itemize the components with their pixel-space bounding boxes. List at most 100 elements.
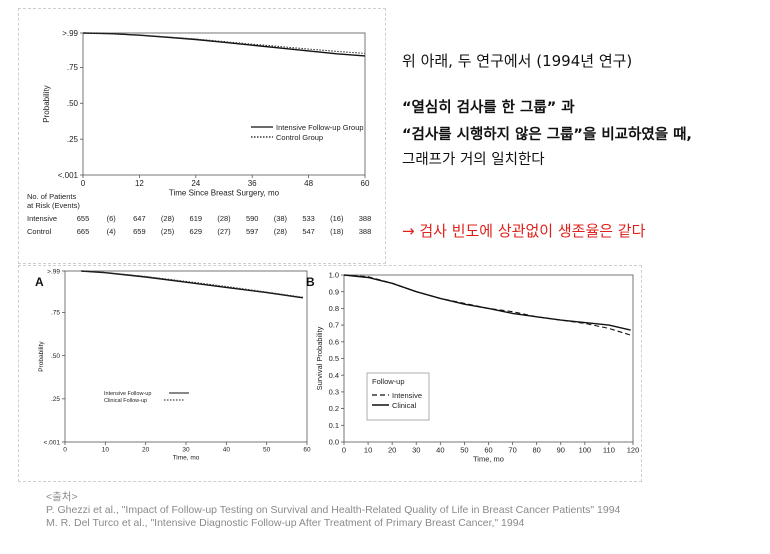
panel-label-a: A xyxy=(35,275,44,289)
x-tick-label: 60 xyxy=(303,447,311,454)
y-tick-label: .25 xyxy=(67,135,79,144)
x-tick-label: 20 xyxy=(388,446,396,455)
risk-table-cell: (4) xyxy=(107,227,117,236)
note-conclusion: → 검사 빈도에 상관없이 생존율은 같다 xyxy=(402,222,646,240)
risk-table-row-label: Control xyxy=(27,227,52,236)
risk-table-cell: (25) xyxy=(161,227,175,236)
y-axis-label: Probability xyxy=(38,341,45,372)
del-turco-survival-charts: 0 10 20 30 40 50 60 <.001 .25 .50 .75 >.99 Time, mo P… xyxy=(35,268,640,464)
legend-label: Clinical Follow-up xyxy=(104,398,147,404)
legend-label: Intensive xyxy=(392,391,422,400)
risk-table-header: at Risk (Events) xyxy=(27,201,80,210)
risk-table-cell: 655 xyxy=(77,214,90,223)
y-axis-label: Survival Probability xyxy=(315,326,324,390)
risk-table-cell: 665 xyxy=(77,227,90,236)
x-tick-label: 50 xyxy=(460,446,468,455)
x-tick-label: 80 xyxy=(532,446,540,455)
legend-label: Intensive Follow-up xyxy=(104,391,151,397)
x-tick-label: 110 xyxy=(603,446,615,455)
x-tick-label: 50 xyxy=(263,447,271,454)
note-intro: 위 아래, 두 연구에서 (1994년 연구) xyxy=(402,52,633,70)
x-tick-label: 40 xyxy=(223,447,231,454)
panel-label-b: B xyxy=(306,275,315,289)
risk-table-cell: (27) xyxy=(217,227,231,236)
x-axis-label: Time, mo xyxy=(473,455,504,464)
series-line-clinical xyxy=(343,274,631,331)
note-group-intensive: “열심히 검사를 한 그룹” 과 xyxy=(402,100,575,116)
y-axis-label: Probability xyxy=(42,85,51,122)
x-tick-label: 20 xyxy=(142,447,150,454)
y-tick-label: 0.0 xyxy=(329,438,339,447)
y-tick-label: 0.5 xyxy=(329,354,339,363)
x-axis-label: Time, mo xyxy=(173,454,200,461)
risk-table-cell: (28) xyxy=(274,227,288,236)
plot-frame xyxy=(64,270,308,443)
y-tick-label: .50 xyxy=(67,99,79,108)
x-tick-label: 90 xyxy=(557,446,565,455)
risk-table-cell: 619 xyxy=(190,214,203,223)
x-tick-label: 60 xyxy=(361,179,370,188)
risk-table-cell: 547 xyxy=(302,227,315,236)
source-reference-1: P. Ghezzi et al., "Impact of Follow-up T… xyxy=(46,504,621,516)
series-line-control-group xyxy=(82,32,366,54)
y-tick-label: >.99 xyxy=(62,29,78,38)
legend-label: Intensive Follow-up Group xyxy=(276,123,364,132)
risk-table-cell: (28) xyxy=(217,214,231,223)
x-tick-label: 36 xyxy=(248,179,257,188)
y-tick-label: <.001 xyxy=(58,171,79,180)
risk-table-cell: 597 xyxy=(246,227,259,236)
y-tick-label: 0.7 xyxy=(329,321,339,330)
legend-title: Follow-up xyxy=(372,377,405,386)
x-tick-label: 120 xyxy=(627,446,640,455)
x-tick-label: 100 xyxy=(579,446,592,455)
ghezzi-chart-panel: 0 12 24 36 48 60 <.001 .25 .50 .75 >.99 Time Since … xyxy=(18,8,386,264)
x-tick-label: 70 xyxy=(508,446,516,455)
y-tick-label: 0.3 xyxy=(329,388,339,397)
risk-table-row-label: Intensive xyxy=(27,214,57,223)
y-tick-label: 0.1 xyxy=(329,421,339,430)
x-tick-label: 48 xyxy=(304,179,313,188)
risk-table-cell: (6) xyxy=(107,214,117,223)
y-tick-label: .75 xyxy=(67,63,79,72)
risk-table-cell: (38) xyxy=(274,214,288,223)
del-turco-chart-panel: 0 10 20 30 40 50 60 <.001 .25 .50 .75 >.99 Time, mo P… xyxy=(18,265,642,482)
risk-table-cell: (18) xyxy=(330,227,344,236)
risk-table-cell: 647 xyxy=(133,214,146,223)
source-reference-2: M. R. Del Turco et al., "Intensive Diagn… xyxy=(46,517,525,529)
x-tick-label: 0 xyxy=(342,446,346,455)
risk-table-cell: 388 xyxy=(359,214,372,223)
note-graph-match: 그래프가 거의 일치한다 xyxy=(402,152,545,168)
risk-table-cell: 659 xyxy=(133,227,146,236)
y-tick-label: 0.6 xyxy=(329,337,339,346)
y-tick-label: 0.4 xyxy=(329,371,339,380)
y-tick-label: 1.0 xyxy=(329,271,339,280)
risk-table-header: No. of Patients xyxy=(27,192,76,201)
risk-table-cell: 533 xyxy=(302,214,315,223)
x-tick-label: 10 xyxy=(102,447,110,454)
risk-table-cell: (16) xyxy=(330,214,344,223)
x-tick-label: 30 xyxy=(412,446,420,455)
y-tick-label: <.001 xyxy=(44,439,61,446)
series-line-intensive-follow-up-group xyxy=(82,32,366,57)
y-tick-label: .25 xyxy=(51,396,60,403)
series-line-intensive xyxy=(343,274,631,336)
x-tick-label: 40 xyxy=(436,446,444,455)
series-line-intensive-follow-up xyxy=(81,270,304,299)
x-tick-label: 24 xyxy=(191,179,200,188)
x-tick-label: 0 xyxy=(63,447,67,454)
y-tick-label: >.99 xyxy=(47,268,60,275)
risk-table-cell: 629 xyxy=(190,227,203,236)
note-group-control: “검사를 시행하지 않은 그룹”을 비교하였을 때, xyxy=(402,127,692,143)
x-tick-label: 30 xyxy=(182,447,190,454)
sources-block: <출처> P. Ghezzi et al., "Impact of Follow… xyxy=(46,491,620,530)
risk-table-cell: 388 xyxy=(359,227,372,236)
y-tick-label: .75 xyxy=(51,310,60,317)
legend-label: Control Group xyxy=(276,133,323,142)
legend-box xyxy=(366,372,430,421)
series-line-clinical-follow-up xyxy=(81,270,304,298)
x-tick-label: 12 xyxy=(135,179,144,188)
x-tick-label: 10 xyxy=(364,446,372,455)
legend-label: Clinical xyxy=(392,401,417,410)
x-axis-label: Time Since Breast Surgery, mo xyxy=(169,189,280,198)
plot-frame xyxy=(82,32,366,176)
